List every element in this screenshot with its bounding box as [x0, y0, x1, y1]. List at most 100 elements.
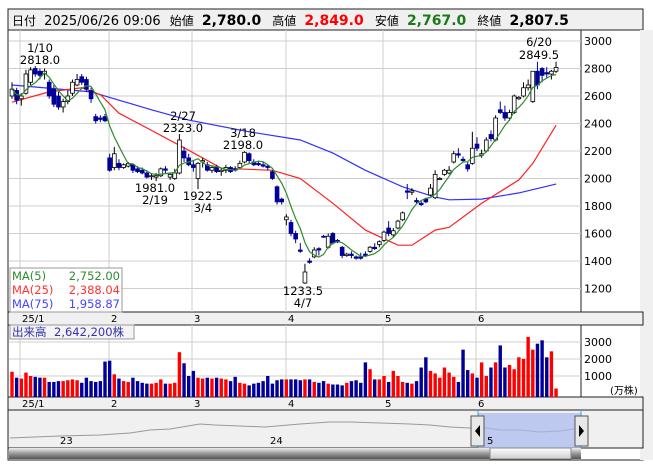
candle	[470, 131, 475, 165]
candle	[460, 156, 466, 162]
date-label: 日付	[12, 14, 36, 28]
annotation-date: 2/19	[142, 193, 168, 207]
month-label: 4	[288, 399, 294, 410]
volume-bar	[252, 383, 256, 397]
ma5-label: MA(5)	[12, 269, 46, 283]
volume-bar	[238, 382, 242, 397]
price-tick-label: 3000	[584, 35, 612, 48]
candle	[288, 219, 294, 237]
volume-bar	[377, 379, 382, 397]
volume-bar	[549, 351, 554, 397]
candle	[544, 67, 550, 79]
volume-bar	[75, 380, 79, 397]
month-label: 2	[111, 399, 117, 410]
candle-body	[209, 167, 215, 171]
volume-bar	[173, 382, 177, 397]
candle	[70, 79, 75, 96]
ma25-path	[11, 87, 557, 246]
ma-legend: MA(5) 2,752.00 MA(25) 2,388.04 MA(75) 1,…	[9, 267, 123, 313]
candle-body	[116, 162, 122, 168]
volume-bar	[493, 362, 498, 397]
volume-bar	[326, 383, 330, 397]
candle-body	[144, 172, 150, 178]
volume-bar	[24, 372, 28, 397]
scrollbar-thumb[interactable]	[489, 447, 572, 460]
candle	[79, 74, 85, 85]
month-label: 3	[194, 314, 200, 325]
volume-bar	[298, 380, 302, 397]
volume-bar	[345, 382, 349, 397]
candle	[121, 163, 126, 169]
candle-body	[539, 68, 545, 76]
candle	[293, 230, 298, 244]
volume-bar	[228, 381, 233, 397]
volume-bar	[354, 380, 358, 397]
volume-bar	[545, 357, 549, 397]
candle-body	[321, 235, 326, 238]
volume-bar	[475, 377, 479, 397]
candle-body	[237, 162, 243, 168]
volume-bar	[503, 367, 507, 397]
candles	[9, 61, 559, 284]
volume-bar	[10, 371, 14, 397]
candle	[414, 197, 419, 204]
candle	[390, 228, 396, 238]
annotation-value: 2849.5	[519, 48, 559, 62]
candle	[437, 177, 443, 180]
volume-bar	[424, 357, 428, 397]
volume-bar	[242, 383, 247, 397]
candle	[195, 162, 201, 190]
volume-bar	[182, 363, 186, 397]
candle	[386, 221, 391, 237]
candle	[521, 82, 526, 98]
candle-body	[37, 70, 43, 76]
candle-body	[293, 233, 298, 240]
candle	[404, 184, 410, 200]
volume-bar	[540, 340, 544, 397]
volume-bar	[284, 379, 289, 397]
volume-bar	[438, 377, 442, 397]
candle-body	[256, 162, 261, 166]
volume-bar	[196, 377, 200, 397]
candle-body	[218, 169, 224, 173]
candle	[163, 166, 168, 173]
candle	[98, 115, 103, 123]
candle-body	[191, 164, 196, 168]
navigator-selection[interactable]	[478, 413, 581, 448]
navigator-left-handle[interactable]	[470, 415, 485, 447]
volume-bar	[177, 352, 182, 397]
candle-body	[167, 173, 173, 178]
volume-bar	[80, 382, 84, 397]
candle	[191, 160, 196, 172]
candle-body	[274, 186, 280, 203]
candle-body	[74, 79, 80, 86]
navigator-right-handle[interactable]	[574, 415, 589, 447]
annotation-date: 2/27	[170, 109, 196, 123]
volume-bar	[131, 377, 135, 397]
volume-bar	[214, 377, 219, 397]
arrow-left-icon	[475, 425, 480, 437]
candle-body	[525, 84, 531, 89]
scrollbar-track[interactable]	[9, 448, 581, 459]
candle-body	[121, 164, 126, 168]
volume-bar	[512, 369, 516, 397]
month-label: 6	[478, 399, 484, 410]
candle	[428, 184, 433, 197]
volume-bar	[140, 382, 144, 397]
volume-bar	[33, 376, 37, 397]
volume-label: 出来高	[12, 325, 47, 339]
price-tick-label: 2000	[584, 173, 612, 186]
candle-body	[112, 153, 117, 168]
navigator-year-label: 23	[60, 436, 73, 447]
candle-body	[409, 190, 415, 193]
candle	[242, 151, 247, 164]
volume-bar	[47, 381, 51, 397]
candle	[302, 263, 308, 284]
candle-body	[56, 95, 61, 108]
ma25-line	[11, 87, 557, 246]
candle	[316, 247, 322, 256]
candle-body	[98, 117, 103, 120]
volume-tick-label: 2000	[584, 353, 612, 366]
candle-body	[446, 169, 452, 174]
open-value: 2,780.0	[202, 13, 262, 29]
